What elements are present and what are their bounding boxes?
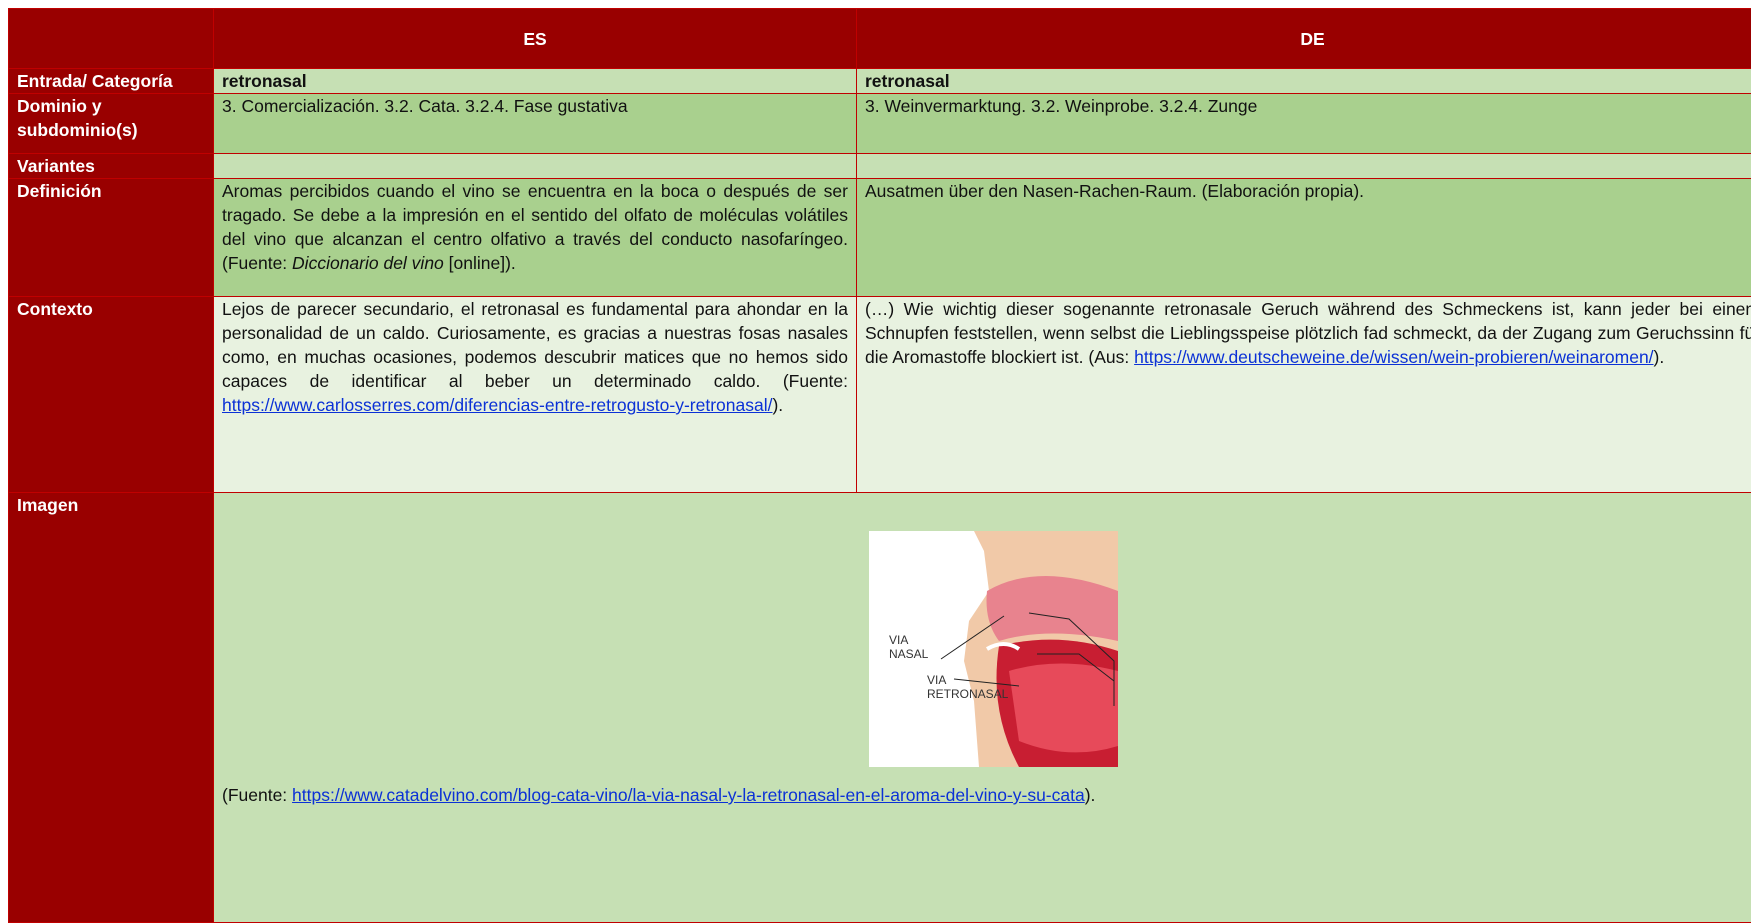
cell: Ausatmen über den Nasen-Rachen-Raum. (El… bbox=[857, 179, 1751, 297]
corner-cell bbox=[9, 9, 214, 69]
text: Lejos de parecer secundario, el retronas… bbox=[222, 299, 848, 391]
cell: Lejos de parecer secundario, el retronas… bbox=[214, 297, 857, 493]
cell: Aromas percibidos cuando el vino se encu… bbox=[214, 179, 857, 297]
image-cell: VIA NASAL VIA RETRONASAL (Fuente: https:… bbox=[214, 493, 1751, 923]
image-column: VIA NASAL VIA RETRONASAL (Fuente: https:… bbox=[222, 531, 1751, 807]
row-label: Definición bbox=[9, 179, 214, 297]
source-line: (Fuente: https://www.catadelvino.com/blo… bbox=[222, 783, 1751, 807]
tongue bbox=[1009, 664, 1118, 753]
cell: (…) Wie wichtig dieser sogenannte retron… bbox=[857, 297, 1751, 493]
row-label: Imagen bbox=[9, 493, 214, 923]
column-header: DE bbox=[857, 9, 1751, 69]
italic-text: Diccionario del vino bbox=[292, 253, 444, 273]
image-label: VIA RETRONASAL bbox=[927, 673, 987, 701]
row: Imagen VIA NASAL VIA bbox=[9, 493, 1751, 923]
link[interactable]: https://www.carlosserres.com/diferencias… bbox=[222, 395, 772, 415]
link[interactable]: https://www.catadelvino.com/blog-cata-vi… bbox=[292, 785, 1085, 805]
row-label: Dominio y subdominio(s) bbox=[9, 94, 214, 154]
nasal-cavity bbox=[987, 576, 1119, 641]
row: Dominio y subdominio(s) 3. Comercializac… bbox=[9, 94, 1751, 154]
row: Variantes bbox=[9, 154, 1751, 179]
image-label: VIA NASAL bbox=[889, 633, 929, 661]
text: ). bbox=[1654, 347, 1665, 367]
header-row: ES DE bbox=[9, 9, 1751, 69]
row: Definición Aromas percibidos cuando el v… bbox=[9, 179, 1751, 297]
cell bbox=[857, 154, 1751, 179]
row: Entrada/ Categoría retronasal retronasal bbox=[9, 69, 1751, 94]
cell: retronasal bbox=[214, 69, 857, 94]
link[interactable]: https://www.deutscheweine.de/wissen/wein… bbox=[1134, 347, 1653, 367]
cell: 3. Comercialización. 3.2. Cata. 3.2.4. F… bbox=[214, 94, 857, 154]
row-label: Contexto bbox=[9, 297, 214, 493]
text: ). bbox=[1085, 785, 1096, 805]
cell: retronasal bbox=[857, 69, 1751, 94]
row: Contexto Lejos de parecer secundario, el… bbox=[9, 297, 1751, 493]
row-label: Entrada/ Categoría bbox=[9, 69, 214, 94]
text: ). bbox=[772, 395, 783, 415]
row-label: Variantes bbox=[9, 154, 214, 179]
cell bbox=[214, 154, 857, 179]
text: (Fuente: bbox=[222, 785, 292, 805]
column-header: ES bbox=[214, 9, 857, 69]
text: [online]). bbox=[444, 253, 516, 273]
image: VIA NASAL VIA RETRONASAL bbox=[869, 531, 1118, 767]
cell: 3. Weinvermarktung. 3.2. Weinprobe. 3.2.… bbox=[857, 94, 1751, 154]
term-table: ES DE Entrada/ Categoría retronasal retr… bbox=[8, 8, 1751, 923]
